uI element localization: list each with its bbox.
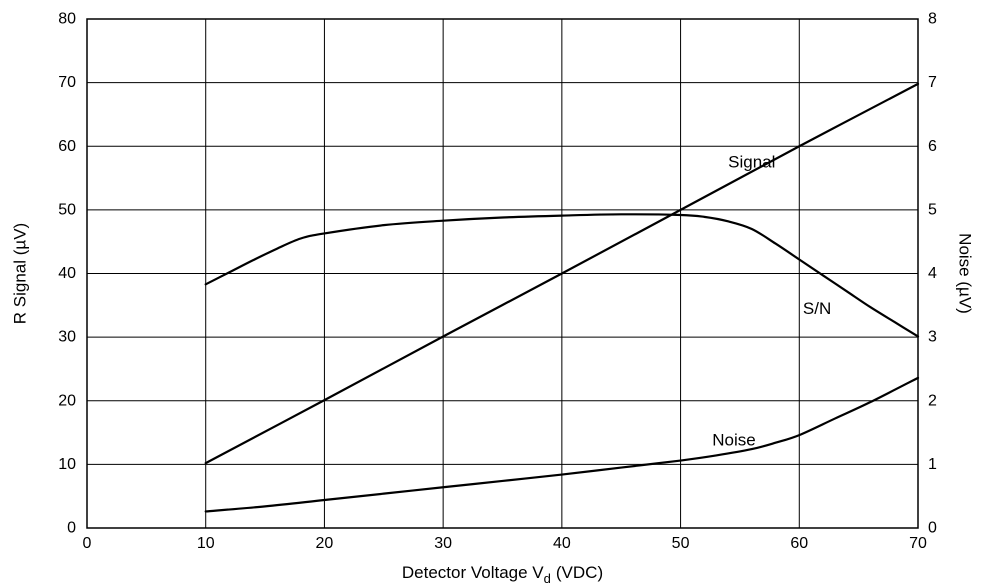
y-left-tick-label-5: 50 [58,201,76,218]
y-right-tick-label-3: 3 [928,329,937,346]
series-label-s-n: S/N [803,299,831,318]
y-right-tick-label-6: 6 [928,138,937,155]
series-lines [204,82,920,513]
y-left-tick-label-3: 30 [58,329,76,346]
series-labels: Signal S/N Noise [712,153,831,450]
plot-frame [86,18,919,529]
grid [86,18,919,529]
x-tick-label-7: 70 [909,535,927,552]
x-tick-label-6: 60 [790,535,808,552]
x-axis-title-subscript: d [544,571,551,586]
y-axis-left-title: R Signal (µV) [11,223,30,324]
tick-labels: 0 10 20 30 40 50 60 700102030405060708001234567… [58,11,937,553]
y-right-tick-label-1: 1 [928,456,937,473]
y-right-tick-label-5: 5 [928,201,937,218]
x-tick-label-3: 30 [434,535,452,552]
x-tick-label-0: 0 [83,535,92,552]
x-tick-label-4: 40 [553,535,571,552]
series-line-noise [204,376,920,513]
x-tick-label-5: 50 [672,535,690,552]
series-label-signal: Signal [728,153,775,172]
x-axis-title-unit: (VDC) [556,563,603,582]
y-left-tick-label-6: 60 [58,138,76,155]
x-tick-label-2: 20 [316,535,334,552]
y-right-tick-label-4: 4 [928,265,937,282]
y-right-tick-label-2: 2 [928,392,937,409]
x-tick-label-1: 10 [197,535,215,552]
x-axis-title-main: Detector Voltage V [402,563,544,582]
series-line-signal [204,82,920,465]
x-axis-title: Detector Voltage Vd (VDC) [402,563,603,586]
y-left-tick-label-4: 40 [58,265,76,282]
y-left-tick-label-8: 80 [58,11,76,28]
y-axis-right-title: Noise (µV) [956,233,975,314]
y-right-tick-label-8: 8 [928,11,937,28]
y-left-tick-label-1: 10 [58,456,76,473]
y-left-tick-label-7: 70 [58,74,76,91]
y-left-tick-label-2: 20 [58,392,76,409]
series-label-noise: Noise [712,431,755,450]
y-right-tick-label-7: 7 [928,74,937,91]
series-line-s-n [204,213,920,338]
y-left-tick-label-0: 0 [67,520,76,537]
y-right-tick-label-0: 0 [928,520,937,537]
